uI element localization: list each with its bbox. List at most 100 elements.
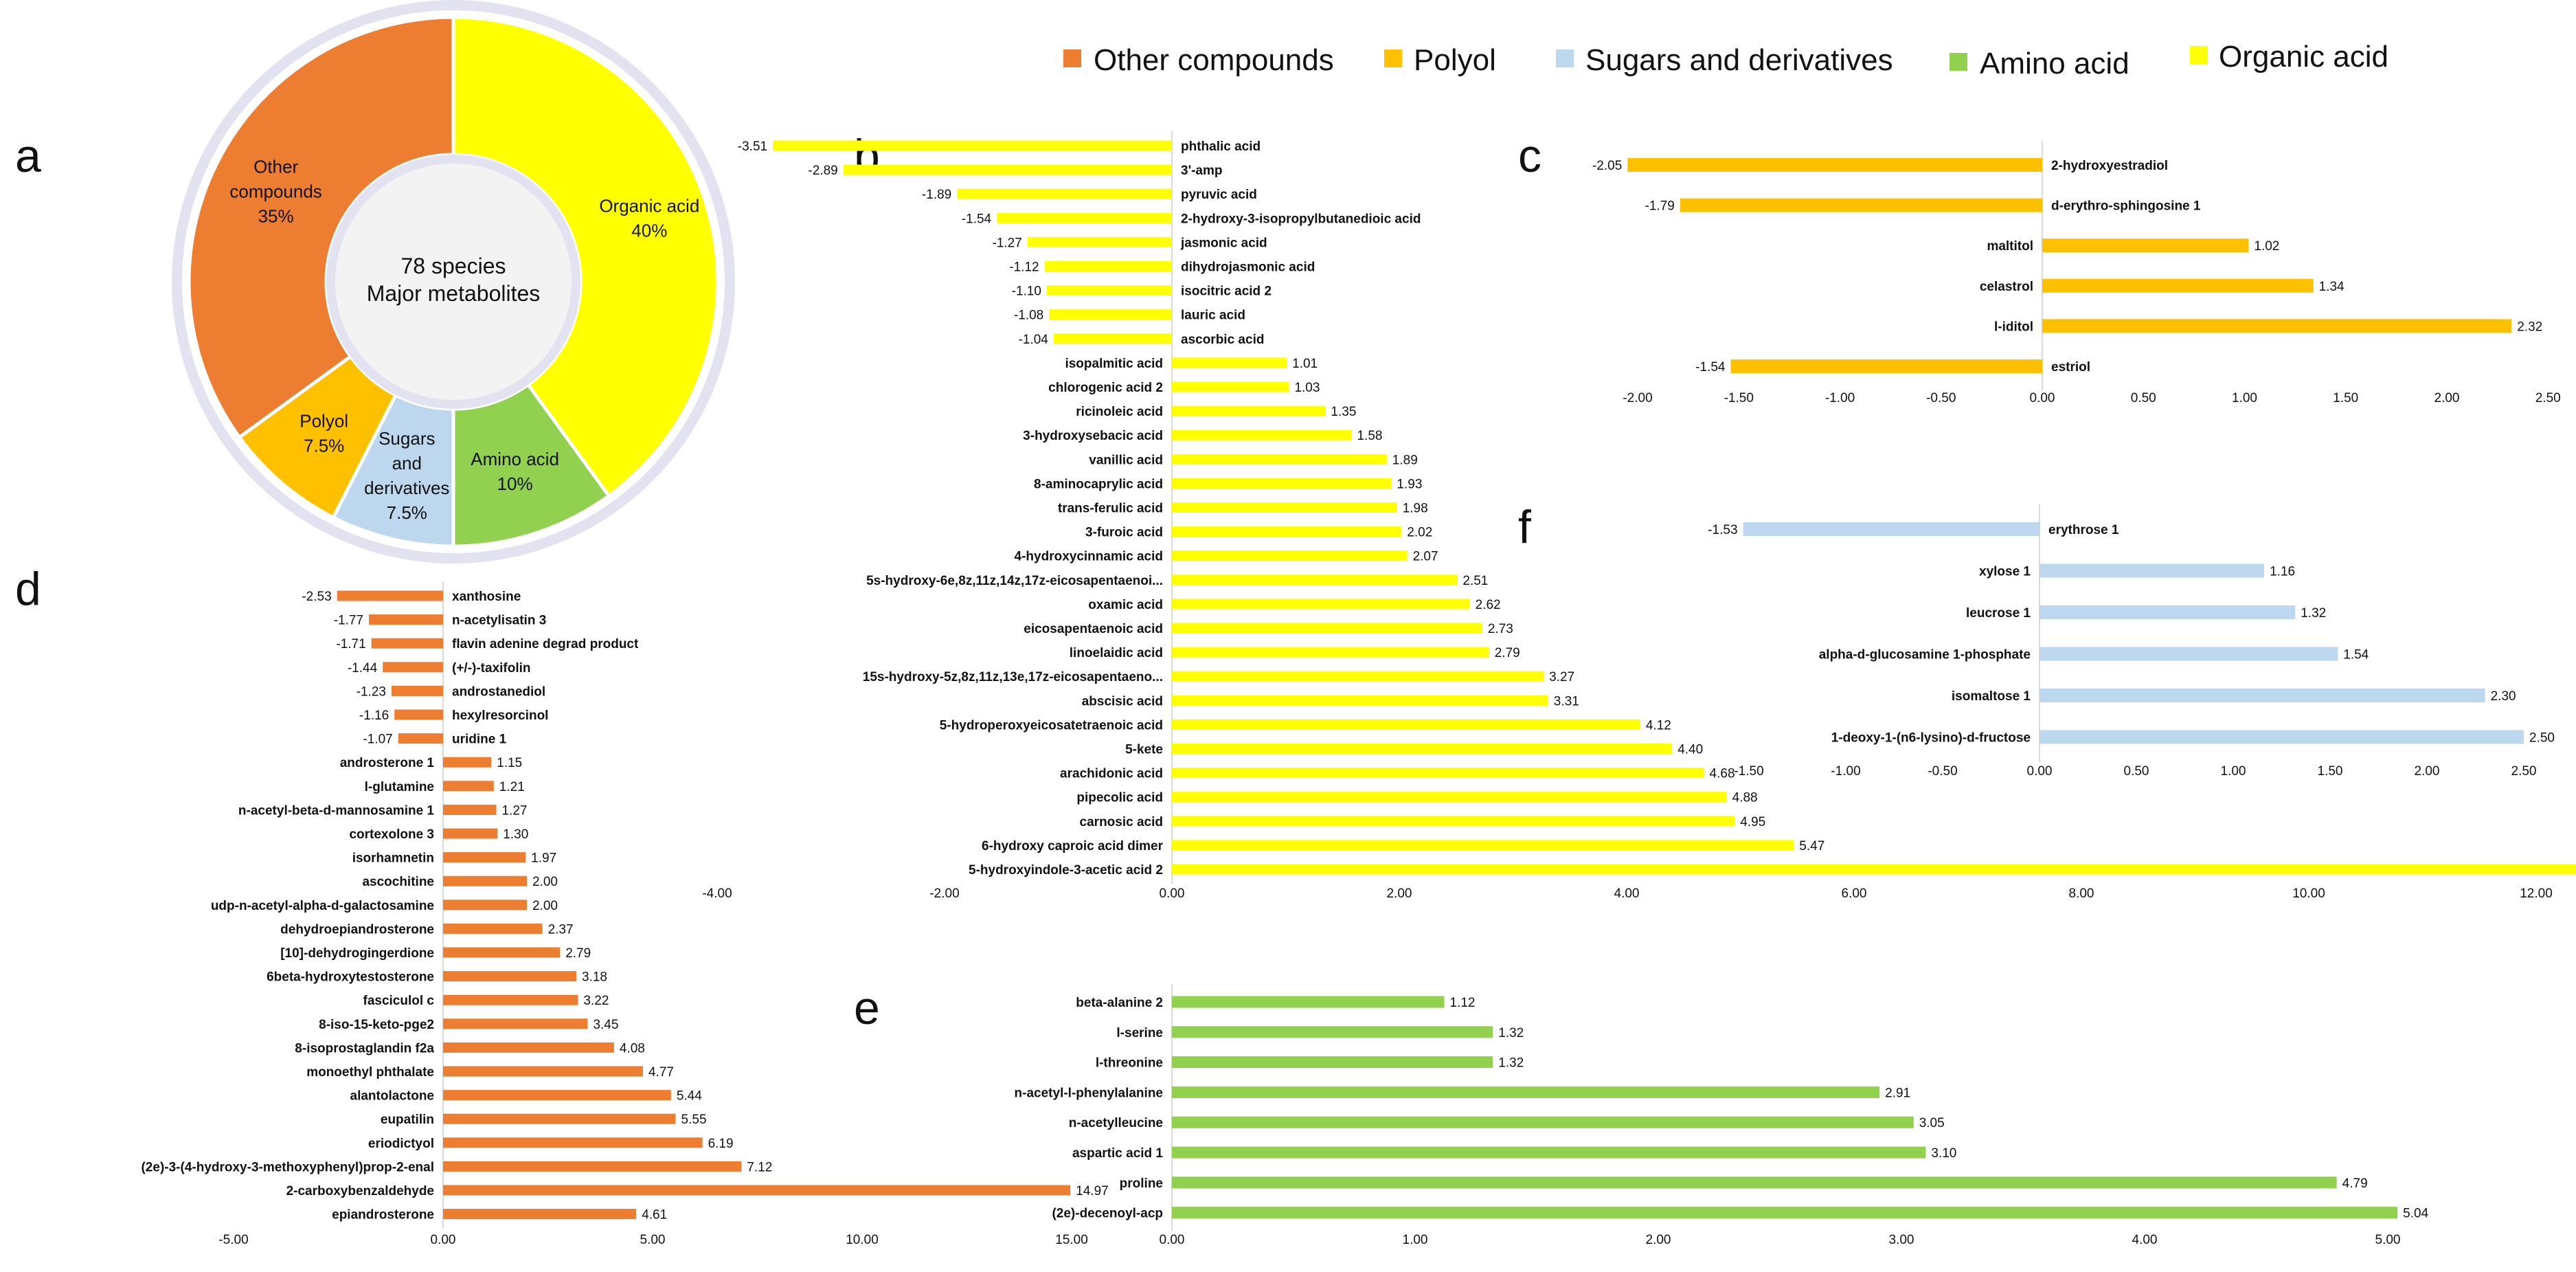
bar-value-label: 1.32	[2301, 606, 2326, 621]
bar	[2040, 730, 2524, 744]
bar-value-label: 1.97	[531, 851, 556, 866]
category-label: alantolactone	[350, 1089, 434, 1104]
legend-swatch	[1556, 49, 1574, 67]
donut-slice-label-line: Other	[253, 156, 298, 177]
category-label: monoethyl phthalate	[306, 1065, 434, 1080]
category-label: 6beta-hydroxytestosterone	[267, 970, 434, 985]
x-tick-label: -1.50	[1734, 764, 1763, 779]
x-tick-label: 2.50	[2535, 391, 2561, 405]
bar-value-label: 1.35	[1331, 405, 1356, 419]
bar	[2042, 319, 2512, 333]
bar-value-label: 2.00	[532, 899, 558, 913]
x-tick-label: -0.50	[1928, 764, 1957, 779]
category-label: (2e)-decenoyl-acp	[1052, 1207, 1163, 1221]
bar-value-label: 2.50	[2529, 731, 2555, 746]
x-tick-label: 5.00	[640, 1233, 666, 1247]
bar-value-label: 6.19	[708, 1137, 734, 1151]
x-tick-label: 6.00	[1842, 886, 1867, 901]
bar	[443, 947, 561, 958]
bar-value-label: 1.54	[2343, 648, 2369, 662]
bar	[1172, 623, 1482, 634]
x-tick-label: 1.00	[1403, 1233, 1428, 1247]
category-label: d-erythro-sphingosine 1	[2051, 199, 2201, 214]
category-label: udp-n-acetyl-alpha-d-galactosamine	[211, 899, 434, 913]
bar-value-label: 5.55	[681, 1113, 707, 1127]
bar	[843, 164, 1172, 175]
bar	[1730, 359, 2042, 373]
bar	[1053, 333, 1172, 344]
bar	[1172, 381, 1289, 392]
bar	[1172, 840, 1794, 851]
bar	[1172, 357, 1287, 368]
bar-value-label: 1.32	[1498, 1026, 1524, 1040]
x-tick-label: 0.50	[2131, 391, 2156, 405]
donut-slice-label: Organic acid 40%	[599, 195, 699, 241]
legend-label: Other compounds	[1094, 43, 1334, 77]
bar	[1172, 719, 1640, 730]
x-tick-label: 2.00	[2434, 391, 2460, 405]
x-tick-label: -1.00	[1831, 764, 1860, 779]
bar-value-label: 2.02	[1407, 526, 1432, 540]
bar	[1172, 429, 1352, 440]
bar	[371, 638, 443, 649]
x-tick-label: 0.00	[431, 1233, 456, 1247]
category-label: dehydroepiandrosterone	[280, 922, 434, 937]
category-label: androstanediol	[452, 684, 545, 699]
panel-e-amino-acid-chart: 1.12 beta-alanine 2 1.32 l-serine 1.32 l-thre…	[1015, 983, 2429, 1247]
bar	[443, 781, 494, 792]
x-tick-label: 5.00	[2375, 1233, 2401, 1247]
category-label: jasmonic acid	[1180, 236, 1267, 250]
bar	[443, 1161, 742, 1172]
bar	[391, 685, 443, 696]
category-label: 8-aminocaprylic acid	[1034, 477, 1163, 491]
bar-value-label: -2.05	[1592, 159, 1622, 173]
bar-value-label: 1.27	[501, 803, 527, 818]
category-label: chlorogenic acid 2	[1048, 381, 1163, 395]
bar-value-label: 1.01	[1292, 357, 1318, 371]
bar	[443, 757, 492, 768]
bar	[1027, 236, 1172, 247]
bar-value-label: -2.89	[808, 164, 837, 178]
bar-value-label: 1.32	[1498, 1056, 1524, 1071]
bar-value-label: 3.27	[1549, 670, 1574, 684]
category-label: isopalmitic acid	[1065, 357, 1163, 371]
x-tick-label: 2.00	[2415, 764, 2440, 779]
x-tick-label: -1.50	[1724, 391, 1754, 405]
bar-value-label: -1.44	[348, 661, 378, 676]
bar	[1172, 1116, 1914, 1128]
category-label: maltitol	[1987, 239, 2033, 254]
x-tick-label: -2.00	[1623, 391, 1652, 405]
bar	[1680, 198, 2042, 212]
bar	[1046, 285, 1172, 296]
bar-value-label: -1.12	[1009, 260, 1039, 275]
bar-value-label: 3.45	[593, 1018, 618, 1032]
bar	[1172, 792, 1727, 803]
category-label: [10]-dehydrogingerdione	[280, 946, 434, 961]
category-label: n-acetylleucine	[1069, 1116, 1163, 1130]
bar-value-label: 2.32	[2517, 320, 2542, 334]
category-label: phthalic acid	[1181, 140, 1261, 154]
bar-value-label: -1.79	[1645, 199, 1675, 214]
bar	[443, 971, 576, 982]
category-label: 6-hydroxy caproic acid dimer	[982, 839, 1164, 853]
category-label: xanthosine	[452, 590, 521, 604]
category-label: hexylresorcinol	[452, 708, 548, 723]
bar	[443, 1090, 671, 1101]
bar	[2040, 605, 2296, 619]
bar-value-label: 4.08	[620, 1041, 645, 1056]
bar	[443, 900, 527, 911]
x-tick-label: 10.00	[846, 1233, 879, 1247]
x-tick-label: 15.00	[1055, 1233, 1088, 1247]
panel-d-other-compounds-chart: -2.53 xanthosine -1.77 n-acetylisatin 3 -1.7…	[141, 581, 1109, 1247]
bar	[2040, 689, 2485, 702]
bar	[1743, 522, 2040, 536]
category-label: 2-hydroxyestradiol	[2051, 159, 2168, 173]
panel-label-a: a	[15, 130, 41, 182]
bar-value-label: -1.04	[1019, 333, 1049, 347]
bar-value-label: -1.53	[1708, 523, 1737, 537]
category-label: flavin adenine degrad product	[452, 637, 639, 651]
x-tick-label: 12.00	[2520, 886, 2553, 901]
category-label: 5-hydroperoxyeicosatetraenoic acid	[940, 718, 1163, 733]
donut-chart: Organic acid 40% Amino acid 10% Sugars and der…	[172, 0, 735, 564]
bar-value-label: -1.89	[922, 188, 951, 202]
